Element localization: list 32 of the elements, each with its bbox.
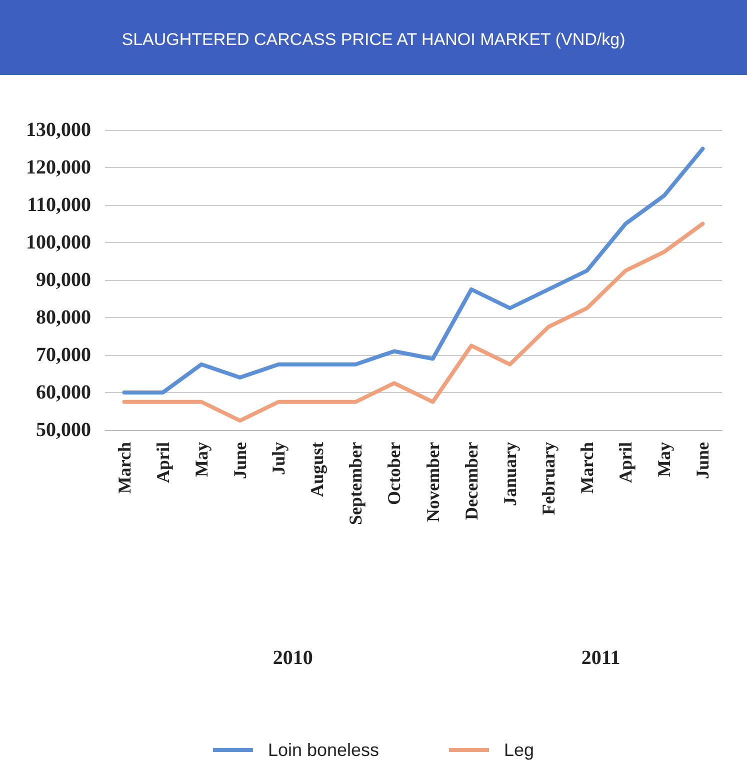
x-tick-label: November — [422, 442, 443, 522]
x-tick-label: September — [346, 442, 366, 525]
y-tick-label: 130,000 — [26, 119, 91, 141]
chart-title: SLAUGHTERED CARCASS PRICE AT HANOI MARKET (VND/kg) — [122, 30, 626, 49]
y-tick-label: 110,000 — [27, 194, 91, 216]
x-tick-label: March — [577, 442, 598, 494]
line-series — [122, 146, 705, 394]
x-tick-label: May — [191, 442, 212, 477]
x-tick-label: February — [538, 442, 558, 515]
y-tick-label: 120,000 — [26, 156, 91, 178]
x-tick-label: April — [152, 442, 173, 484]
text: 2011 — [581, 647, 620, 669]
y-tick-label: 60,000 — [36, 382, 91, 404]
x-tick-label: March — [114, 442, 134, 494]
x-tick-label: January — [500, 442, 520, 506]
x-tick-label: October — [384, 442, 404, 505]
y-tick-label: 90,000 — [36, 269, 91, 291]
x-tick-label: August — [307, 442, 328, 498]
x-tick-label: May — [654, 442, 674, 477]
x-tick-label: July — [268, 442, 289, 476]
legend-label: Leg — [504, 740, 534, 760]
y-tick-label: 100,000 — [26, 232, 91, 254]
x-tick-label: June — [230, 442, 250, 480]
x-tick-label: June — [692, 442, 713, 480]
x-tick-label: December — [461, 442, 482, 520]
y-tick-label: 50,000 — [36, 419, 91, 441]
line-series — [122, 222, 705, 423]
y-tick-label: 80,000 — [36, 306, 91, 328]
legend-label: Loin boneless — [268, 740, 380, 760]
text: 2010 — [272, 647, 313, 669]
y-tick-label: 70,000 — [36, 344, 91, 366]
x-tick-label: April — [616, 442, 636, 484]
